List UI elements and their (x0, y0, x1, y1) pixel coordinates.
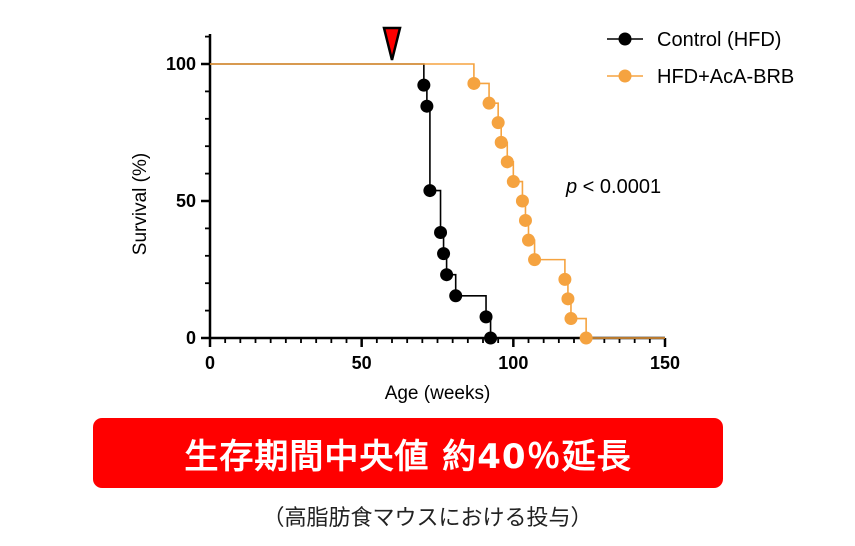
triangle-marker-icon (382, 26, 402, 61)
data-point (434, 226, 448, 240)
data-point (482, 96, 496, 110)
data-point (579, 331, 593, 345)
data-point (558, 272, 572, 286)
data-point (437, 247, 451, 261)
series-line (210, 63, 665, 339)
data-point (515, 194, 529, 208)
y-axis-title: Survival (%) (130, 153, 151, 255)
legend-label: HFD+AcA-BRB (657, 66, 794, 88)
data-point (500, 155, 514, 169)
data-point (528, 253, 542, 267)
x-tick-label: 100 (498, 353, 528, 373)
result-banner: 生存期間中央値 約40％延長 (93, 418, 723, 488)
data-point (420, 99, 434, 113)
x-tick-label: 0 (205, 353, 215, 373)
p-value-p: p (565, 176, 577, 198)
data-point (494, 135, 508, 149)
survival-chart: 0 50 100 150 0 50 100 Age (weeks) Survival (%) C… (130, 26, 794, 404)
data-point (479, 310, 493, 324)
data-point (518, 213, 532, 227)
y-tick-label: 50 (176, 191, 196, 211)
caption: （高脂肪食マウスにおける投与） (262, 506, 593, 531)
data-point (491, 116, 505, 130)
data-point (506, 175, 520, 189)
data-point (564, 312, 578, 326)
p-value-rest: < 0.0001 (577, 176, 661, 198)
data-point (467, 76, 481, 90)
data-point (561, 292, 575, 306)
y-tick-label: 100 (166, 54, 196, 74)
x-tick-label: 150 (650, 353, 680, 373)
legend-marker (618, 32, 632, 46)
data-point (522, 233, 535, 247)
data-point (449, 289, 463, 303)
x-tick-label: 50 (352, 353, 372, 373)
legend: Control (HFD) HFD+AcA-BRB (607, 29, 794, 88)
data-point (440, 268, 454, 282)
data-point (417, 78, 431, 92)
p-value-annotation: p < 0.0001 (565, 176, 661, 198)
data-point (484, 331, 498, 345)
series-layer (210, 26, 665, 345)
legend-label: Control (HFD) (657, 29, 781, 51)
x-axis-title: Age (weeks) (385, 383, 491, 404)
data-point (423, 184, 437, 198)
y-tick-label: 0 (186, 328, 196, 348)
axes: 0 50 100 150 0 50 100 Age (weeks) Survival (%) (130, 34, 680, 404)
legend-marker (618, 69, 632, 83)
